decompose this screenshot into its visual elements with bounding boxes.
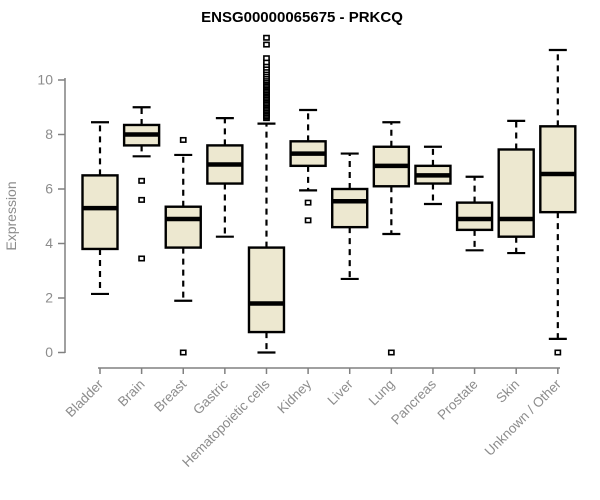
outlier-point <box>138 177 146 184</box>
outlier-point <box>554 349 562 356</box>
box-breast <box>164 136 202 356</box>
box-gastric <box>206 117 244 238</box>
iqr-box <box>331 187 369 229</box>
boxes <box>81 34 577 356</box>
x-tick-label: Unknown / Other <box>482 376 565 459</box>
outlier-point <box>263 34 270 41</box>
y-ticks: 0 2 4 6 8 10 <box>37 72 65 360</box>
iqr-box <box>164 205 202 249</box>
y-tick-label: 6 <box>45 181 53 197</box>
x-tick-label: Gastric <box>190 376 231 417</box>
iqr-box <box>455 201 494 232</box>
box-hematopoietic-cells <box>247 34 286 354</box>
outlier-point <box>387 349 395 356</box>
x-tick-label: Skin <box>493 377 522 406</box>
box-pancreas <box>414 145 452 206</box>
outlier-point <box>138 255 146 262</box>
iqr-box <box>539 125 577 214</box>
outlier-point <box>179 136 187 143</box>
box-prostate <box>455 175 494 252</box>
x-tick-label: Liver <box>325 376 357 408</box>
box-unknown-other <box>539 48 577 356</box>
outlier-point <box>138 196 146 203</box>
x-tick-label: Pancreas <box>388 376 439 427</box>
x-tick-label: Prostate <box>435 377 481 423</box>
outlier-point <box>304 217 312 224</box>
x-tick-label: Brain <box>115 377 148 410</box>
box-lung <box>372 121 411 356</box>
x-tick-label: Breast <box>151 376 189 414</box>
x-tick-label: Kidney <box>274 376 314 416</box>
box-brain <box>122 106 161 262</box>
box-kidney <box>289 108 327 224</box>
y-tick-label: 4 <box>45 235 53 251</box>
iqr-box <box>247 246 286 334</box>
outlier-point <box>179 349 187 356</box>
y-tick-label: 0 <box>45 344 53 360</box>
iqr-box <box>497 148 535 238</box>
outlier-point <box>263 41 270 48</box>
outlier-point <box>304 199 312 206</box>
iqr-box <box>81 174 119 251</box>
y-axis-label: Expression <box>3 181 19 250</box>
box-skin <box>497 119 535 255</box>
outlier-point <box>263 55 270 62</box>
box-liver <box>331 152 369 281</box>
y-tick-label: 2 <box>45 290 53 306</box>
x-tick-label: Bladder <box>63 376 107 420</box>
chart-title: ENSG00000065675 - PRKCQ <box>201 9 403 26</box>
x-tick-label: Lung <box>366 377 398 409</box>
y-tick-label: 10 <box>37 72 53 88</box>
y-tick-label: 8 <box>45 126 53 142</box>
box-bladder <box>81 121 119 296</box>
